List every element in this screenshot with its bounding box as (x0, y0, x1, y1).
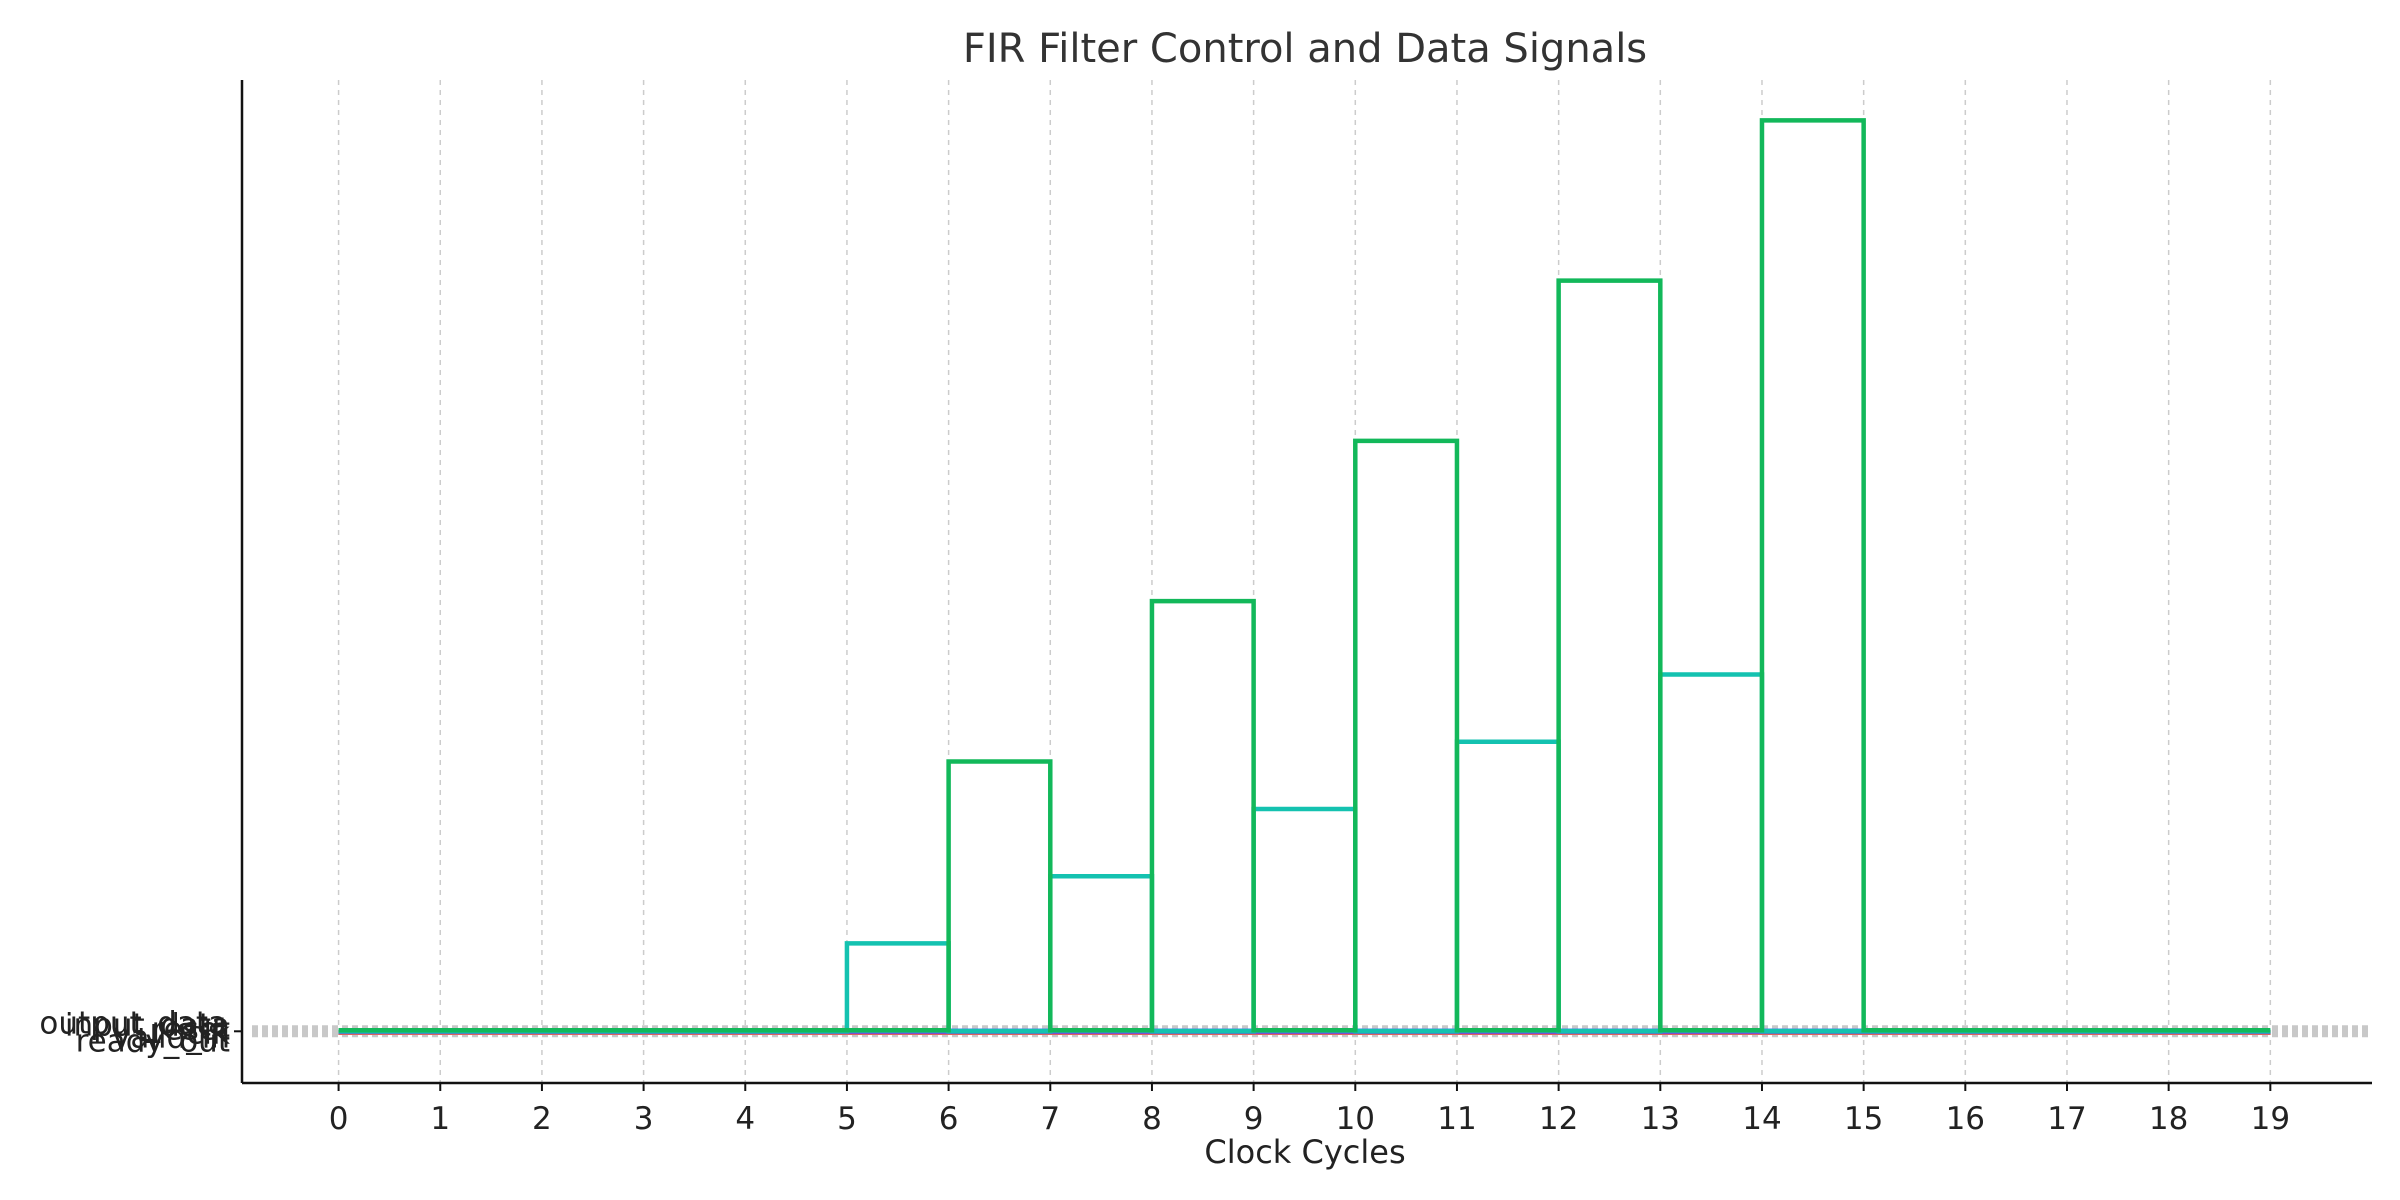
x-tick-label: 12 (1539, 1101, 1578, 1137)
x-tick-label: 9 (1244, 1101, 1264, 1137)
x-tick-label: 2 (532, 1101, 552, 1137)
y-tick-label: valid_in (112, 1019, 230, 1055)
x-tick-label: 8 (1142, 1101, 1162, 1137)
x-tick-label: 19 (2251, 1101, 2290, 1137)
series-output-data (338, 118, 2271, 1033)
x-tick-label: 7 (1040, 1101, 1060, 1137)
y-ticks: resetclkvalid_inready_outinput_dataoutpu… (39, 1005, 242, 1059)
y-tick-label: input_data (65, 1007, 230, 1043)
x-tick-label: 14 (1742, 1101, 1781, 1137)
x-tick-label: 18 (2149, 1101, 2188, 1137)
x-tick-label: 16 (1946, 1101, 1985, 1137)
x-tick-label: 3 (634, 1101, 654, 1137)
x-tick-label: 1 (430, 1101, 450, 1137)
series-input-data (338, 672, 2271, 1034)
x-grid (337, 80, 2272, 1083)
x-tick-label: 0 (329, 1101, 349, 1137)
y-tick-label: clk (186, 1015, 230, 1051)
x-tick-label: 15 (1844, 1101, 1883, 1137)
y-tick-label: reset (151, 1011, 230, 1047)
x-tick-label: 10 (1336, 1101, 1375, 1137)
x-axis-label: Clock Cycles (1204, 1133, 1405, 1171)
x-tick-label: 17 (2047, 1101, 2086, 1137)
x-tick-label: 6 (939, 1101, 959, 1137)
x-tick-label: 4 (735, 1101, 755, 1137)
x-tick-label: 11 (1437, 1101, 1476, 1137)
chart-title: FIR Filter Control and Data Signals (963, 26, 1647, 72)
y-tick-label: output_data (39, 1005, 227, 1041)
x-tick-label: 13 (1641, 1101, 1680, 1137)
axes (240, 80, 2372, 1085)
x-ticks: 0 1 2 3 4 5 6 7 8 9 10 11 12 13 14 15 16 17 18 19 (329, 1083, 2290, 1137)
y-tick-label: ready_out (76, 1023, 230, 1059)
x-tick-label: 5 (837, 1101, 857, 1137)
signal-series (338, 118, 2271, 1036)
